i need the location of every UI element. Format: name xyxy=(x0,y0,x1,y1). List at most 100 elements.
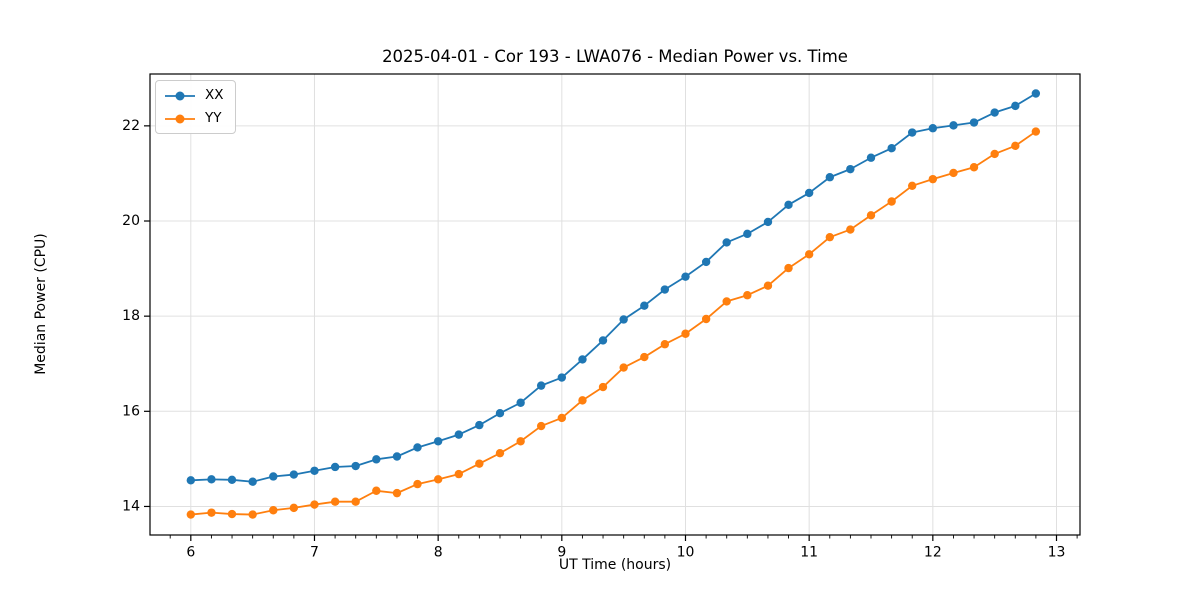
data-point-xx xyxy=(990,108,999,117)
data-point-xx xyxy=(413,443,422,452)
data-point-yy xyxy=(392,488,402,498)
data-point-yy xyxy=(784,263,793,273)
data-point-yy xyxy=(825,232,835,242)
x-tick-label: 12 xyxy=(924,545,942,561)
data-point-xx xyxy=(619,315,628,324)
series-line-xx xyxy=(189,92,1037,483)
data-point-yy xyxy=(598,382,608,392)
data-point-xx xyxy=(1031,89,1041,98)
data-point-yy xyxy=(1011,141,1020,151)
data-point-xx xyxy=(186,476,196,485)
y-tick-label: 18 xyxy=(122,308,140,324)
data-point-yy xyxy=(289,503,299,513)
data-point-xx xyxy=(495,409,505,418)
data-point-xx xyxy=(722,238,731,247)
data-point-xx xyxy=(949,121,958,130)
legend-item-yy: YY xyxy=(164,109,224,128)
x-tick-label: 11 xyxy=(800,545,818,561)
data-point-xx xyxy=(372,455,381,464)
data-point-xx xyxy=(516,398,525,407)
x-tick-label: 13 xyxy=(1048,545,1066,561)
x-tick-label: 6 xyxy=(186,545,195,561)
data-point-xx xyxy=(351,461,360,471)
data-point-yy xyxy=(516,437,525,446)
data-point-yy xyxy=(763,281,773,290)
x-tick-label: 9 xyxy=(557,545,566,561)
data-point-xx xyxy=(804,188,814,198)
data-point-yy xyxy=(433,475,443,484)
data-point-xx xyxy=(1011,101,1020,111)
legend-line-marker-icon xyxy=(165,91,195,100)
data-point-yy xyxy=(619,363,628,372)
data-point-yy xyxy=(186,510,196,519)
data-point-yy xyxy=(227,509,237,519)
data-point-yy xyxy=(269,506,278,515)
data-point-xx xyxy=(907,128,917,137)
data-point-xx xyxy=(557,373,567,382)
data-point-xx xyxy=(392,452,402,461)
data-point-xx xyxy=(763,217,773,227)
data-point-xx xyxy=(536,381,546,390)
data-point-xx xyxy=(701,257,711,267)
y-tick-label: 20 xyxy=(122,213,140,229)
data-point-xx xyxy=(825,173,835,182)
y-tick-label: 16 xyxy=(122,403,140,419)
legend-line-marker-icon xyxy=(165,114,195,123)
data-point-xx xyxy=(784,200,793,210)
data-point-xx xyxy=(227,475,237,485)
legend: XX YY xyxy=(155,80,236,134)
data-point-yy xyxy=(866,211,876,220)
data-point-xx xyxy=(743,229,752,239)
x-tick-label: 10 xyxy=(677,545,695,561)
data-point-xx xyxy=(598,336,608,345)
y-tick-label: 14 xyxy=(122,498,140,514)
data-point-yy xyxy=(907,181,917,191)
x-axis-label: UT Time (hours) xyxy=(558,557,672,573)
data-point-yy xyxy=(413,479,422,489)
data-point-xx xyxy=(969,118,979,127)
data-point-yy xyxy=(578,396,587,405)
plot-border xyxy=(149,73,1081,536)
data-point-xx xyxy=(846,164,855,174)
data-point-xx xyxy=(578,355,587,364)
data-point-yy xyxy=(804,250,814,259)
data-point-xx xyxy=(454,430,464,439)
data-point-yy xyxy=(640,352,649,362)
data-point-yy xyxy=(1031,127,1041,136)
data-point-xx xyxy=(433,437,443,446)
data-point-yy xyxy=(846,225,855,234)
data-point-yy xyxy=(990,149,999,159)
data-point-yy xyxy=(887,197,896,206)
x-tick-label: 7 xyxy=(310,545,319,561)
series-line-yy xyxy=(189,130,1037,516)
data-point-yy xyxy=(207,508,216,517)
data-point-yy xyxy=(330,497,340,506)
data-point-xx xyxy=(866,153,876,162)
data-point-xx xyxy=(660,285,670,294)
legend-label-xx: XX xyxy=(205,86,224,103)
data-point-xx xyxy=(475,420,484,430)
x-tick-label: 8 xyxy=(434,545,443,561)
data-point-yy xyxy=(310,500,319,509)
chart-title: 2025-04-01 - Cor 193 - LWA076 - Median P… xyxy=(382,47,848,66)
data-point-yy xyxy=(701,314,711,324)
data-point-yy xyxy=(536,421,546,431)
data-point-xx xyxy=(330,462,340,472)
data-point-yy xyxy=(928,174,938,184)
data-point-yy xyxy=(351,497,360,506)
data-point-yy xyxy=(248,510,257,519)
data-point-yy xyxy=(372,486,381,495)
data-point-yy xyxy=(557,413,567,423)
data-point-xx xyxy=(248,477,257,486)
data-point-xx xyxy=(289,470,299,479)
data-point-xx xyxy=(310,466,319,475)
data-point-xx xyxy=(681,272,690,281)
data-point-xx xyxy=(207,475,216,484)
data-point-xx xyxy=(928,124,938,133)
data-point-yy xyxy=(475,459,484,468)
y-axis-label: Median Power (CPU) xyxy=(33,233,49,375)
data-point-yy xyxy=(969,163,979,172)
legend-item-xx: XX xyxy=(164,86,224,105)
